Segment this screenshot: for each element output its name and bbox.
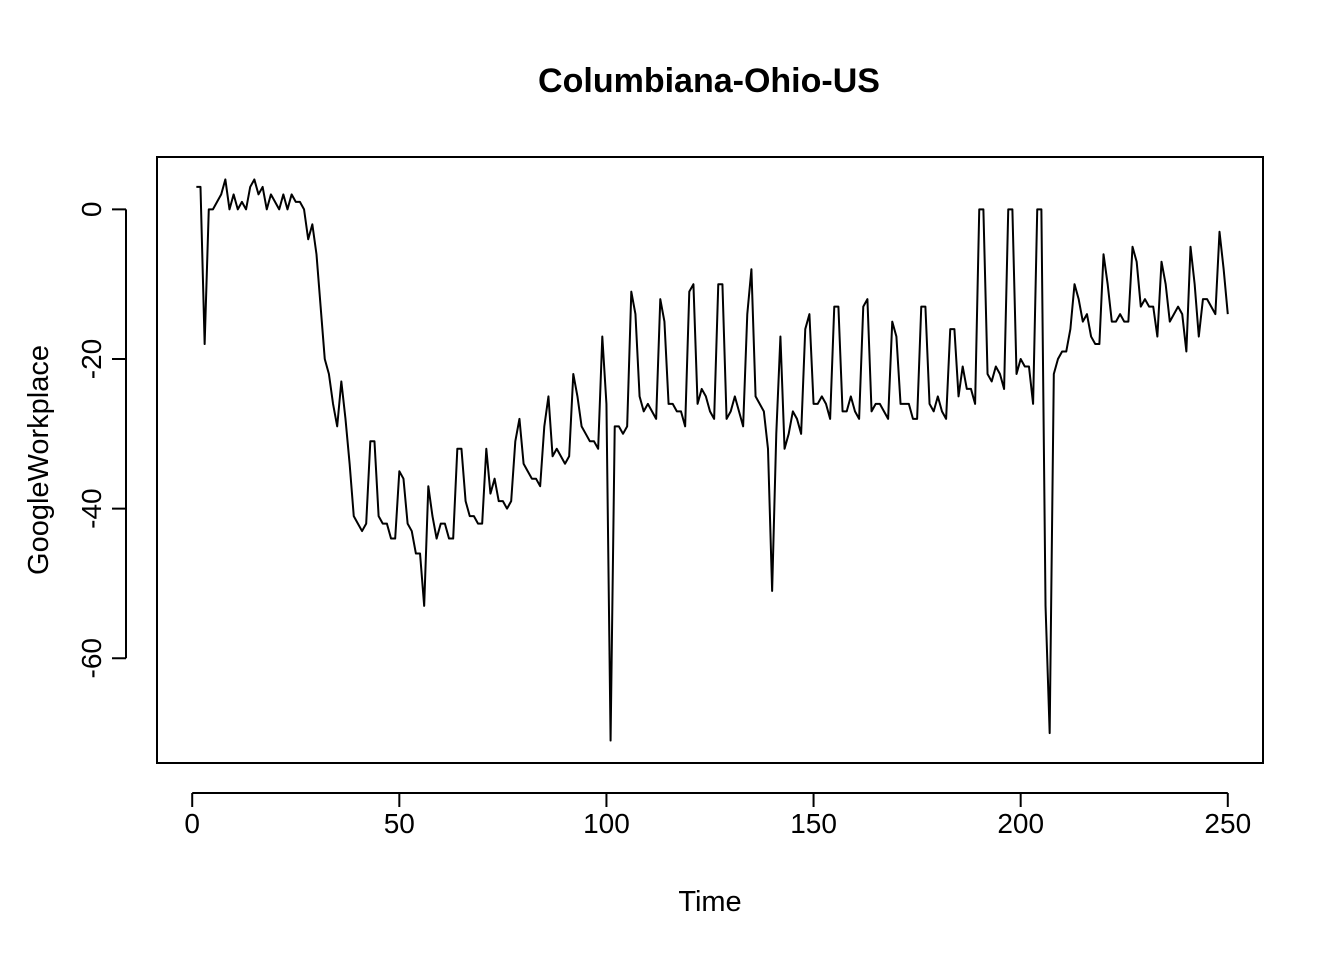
series-line bbox=[196, 178, 1229, 742]
y-axis-label: GoogleWorkplace bbox=[23, 345, 55, 575]
chart-title: Columbiana-Ohio-US bbox=[538, 62, 880, 100]
x-tick-label: 150 bbox=[790, 808, 837, 839]
x-tick-label: 0 bbox=[184, 808, 200, 839]
x-tick-label: 250 bbox=[1204, 808, 1251, 839]
y-tick-label: 0 bbox=[76, 202, 107, 218]
y-axis: 0 -20 -40 -60 bbox=[76, 202, 127, 678]
y-tick-label: -20 bbox=[76, 339, 107, 379]
plot-frame bbox=[156, 156, 1264, 764]
y-tick-label: -60 bbox=[76, 638, 107, 678]
y-tick-label: -40 bbox=[76, 488, 107, 528]
x-axis-label: Time bbox=[678, 886, 741, 918]
x-tick-label: 50 bbox=[384, 808, 415, 839]
x-axis: 0 50 100 150 200 250 bbox=[184, 792, 1251, 839]
x-tick-label: 200 bbox=[997, 808, 1044, 839]
x-tick-label: 100 bbox=[583, 808, 630, 839]
